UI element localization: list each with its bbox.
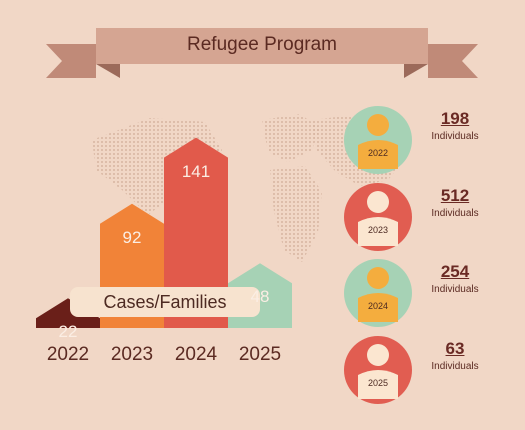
person-badge-2023	[344, 183, 412, 251]
bar-value-2024: 141	[181, 161, 211, 181]
ribbon-fold-left	[96, 64, 120, 78]
x-tick-2022: 2022	[46, 344, 90, 365]
person-icon	[367, 344, 389, 366]
person-body	[358, 140, 398, 169]
individuals-caption: Individuals	[431, 131, 479, 142]
individuals-value-2023: 512	[440, 186, 470, 205]
x-tick-2025: 2025	[238, 344, 282, 365]
bar-2022	[36, 298, 100, 328]
ribbon-fold-right	[404, 64, 428, 78]
person-badge-2024	[344, 259, 412, 327]
badge-year-2022: 2022	[367, 148, 389, 158]
ribbon-band	[96, 28, 428, 64]
person-badge-2022	[344, 106, 412, 174]
map-landmass	[270, 166, 322, 262]
bar-2024	[164, 137, 228, 328]
individuals-value-2022: 198	[440, 109, 470, 128]
individuals-caption: Individuals	[431, 361, 479, 372]
page-title: Refugee Program	[187, 34, 337, 55]
person-body	[358, 293, 398, 322]
cases-label-box	[70, 287, 260, 317]
person-body	[358, 217, 398, 246]
x-tick-2023: 2023	[110, 344, 154, 365]
bar-value-2023: 92	[122, 227, 142, 247]
individuals-caption: Individuals	[431, 208, 479, 219]
person-badges	[344, 106, 412, 404]
badge-year-2024: 2024	[367, 301, 389, 311]
individuals-value-2024: 254	[440, 262, 470, 281]
ribbon-tail-left	[46, 44, 96, 78]
person-badge-2025	[344, 336, 412, 404]
map-landmass	[262, 114, 320, 162]
ribbon-tail-right	[428, 44, 478, 78]
person-icon	[367, 191, 389, 213]
person-icon	[367, 267, 389, 289]
series-label: Cases/Families	[103, 292, 227, 312]
title-ribbon	[46, 28, 478, 78]
individuals-value-2025: 63	[445, 339, 465, 358]
bar-value-2025: 48	[250, 287, 270, 307]
person-body	[358, 370, 398, 399]
badge-year-2023: 2023	[367, 225, 389, 235]
badge-year-2025: 2025	[367, 378, 389, 388]
individuals-caption: Individuals	[431, 284, 479, 295]
x-tick-2024: 2024	[174, 344, 218, 365]
person-icon	[367, 114, 389, 136]
bar-value-2022: 22	[58, 322, 78, 342]
